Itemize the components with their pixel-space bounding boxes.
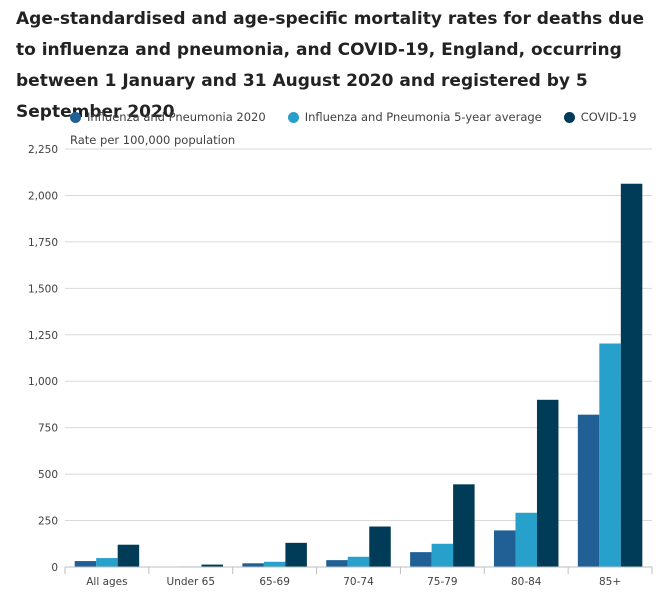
bar-influenza_2020[interactable] xyxy=(242,563,264,567)
y-tick-label: 1,500 xyxy=(28,283,58,295)
x-tick-label: All ages xyxy=(86,576,127,588)
y-tick-label: 250 xyxy=(38,516,58,528)
y-tick-label: 750 xyxy=(38,423,58,435)
x-tick-label: 85+ xyxy=(599,576,621,588)
bar-covid[interactable] xyxy=(201,564,224,567)
y-axis-label: Rate per 100,000 population xyxy=(70,133,236,147)
bar-influenza_2020[interactable] xyxy=(493,530,516,567)
bar-influenza_5yr[interactable] xyxy=(347,556,370,567)
legend-item-influenza-5yr[interactable]: Influenza and Pneumonia 5-year average xyxy=(287,110,542,124)
legend-swatch-influenza-2020 xyxy=(70,111,81,123)
y-tick-label: 0 xyxy=(51,562,58,574)
bar-covid[interactable] xyxy=(536,399,559,567)
bar-covid[interactable] xyxy=(620,183,643,567)
bar-influenza_5yr[interactable] xyxy=(96,558,118,567)
bar-covid[interactable] xyxy=(285,542,307,567)
x-tick-label: 80-84 xyxy=(511,576,542,588)
bar-covid[interactable] xyxy=(369,526,391,567)
legend-item-influenza-2020[interactable]: Influenza and Pneumonia 2020 xyxy=(70,110,266,124)
legend-swatch-influenza-5yr xyxy=(287,111,299,123)
y-tick-label: 2,000 xyxy=(28,190,58,202)
y-tick-label: 1,250 xyxy=(28,330,58,342)
x-tick-label: 65-69 xyxy=(259,576,290,588)
bar-influenza_2020[interactable] xyxy=(410,552,432,567)
y-tick-label: 500 xyxy=(38,469,58,481)
bar-influenza_2020[interactable] xyxy=(74,561,97,567)
bar-covid[interactable] xyxy=(453,484,475,567)
x-tick-label: 70-74 xyxy=(343,576,374,588)
legend-label-influenza-2020: Influenza and Pneumonia 2020 xyxy=(87,110,266,124)
bar-influenza_5yr[interactable] xyxy=(515,512,537,567)
y-tick-label: 1,000 xyxy=(28,376,58,388)
legend-label-covid: COVID-19 xyxy=(580,110,637,124)
chart-legend: Influenza and Pneumonia 2020 Influenza a… xyxy=(70,108,659,126)
y-tick-label: 1,750 xyxy=(28,237,58,249)
bar-influenza_5yr[interactable] xyxy=(599,343,621,567)
bar-influenza_2020[interactable] xyxy=(577,414,600,567)
bar-influenza_5yr[interactable] xyxy=(263,561,286,567)
x-tick-label: 75-79 xyxy=(427,576,458,588)
bar-covid[interactable] xyxy=(117,544,140,567)
y-tick-label: 2,250 xyxy=(28,144,58,156)
bar-influenza_5yr[interactable] xyxy=(431,543,454,567)
legend-swatch-covid xyxy=(563,111,575,123)
chart-title: Age-standardised and age-specific mortal… xyxy=(16,9,645,122)
x-tick-label: Under 65 xyxy=(167,576,215,588)
bar-influenza_2020[interactable] xyxy=(326,560,348,567)
legend-label-influenza-5yr: Influenza and Pneumonia 5-year average xyxy=(304,110,542,124)
legend-item-covid[interactable]: COVID-19 xyxy=(563,110,637,124)
